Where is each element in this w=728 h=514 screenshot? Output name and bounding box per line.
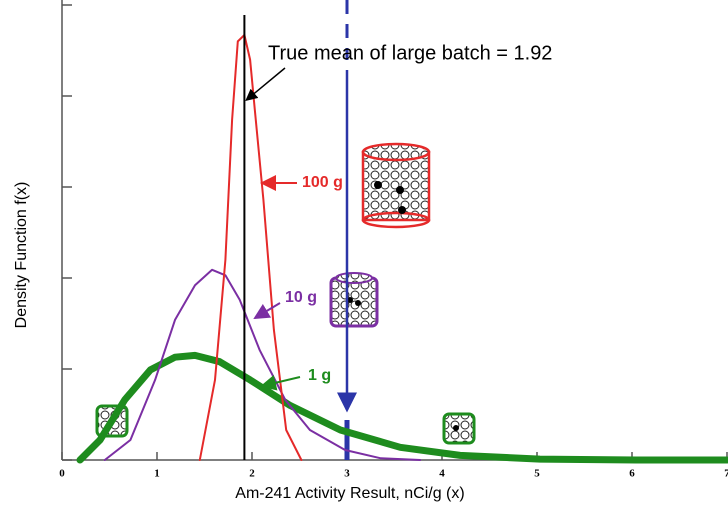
icon-100g <box>361 142 431 229</box>
x-axis-label: Am-241 Activity Result, nCi/g (x) <box>235 485 464 502</box>
y-axis-label: Density Function f(x) <box>13 182 30 329</box>
x-tick-label: 7 <box>724 468 728 480</box>
x-tick-label: 5 <box>534 468 540 480</box>
x-tick-label: 3 <box>344 468 350 480</box>
icon-10g <box>329 272 379 328</box>
series-pointer <box>253 302 281 320</box>
series-label: 100 g <box>302 174 343 191</box>
series-label: 1 g <box>308 367 331 384</box>
icon-1g-b <box>442 412 476 445</box>
mean-label: True mean of large batch = 1.92 <box>268 42 552 64</box>
x-tick-label: 1 <box>154 468 160 480</box>
series-line <box>103 268 422 461</box>
series-label: 10 g <box>285 289 317 306</box>
x-tick-label: 0 <box>59 468 65 480</box>
mean-pointer <box>245 67 286 101</box>
series-pointer <box>260 374 301 391</box>
x-tick-label: 4 <box>439 468 445 480</box>
series-line <box>198 34 303 461</box>
x-tick-label: 6 <box>629 468 635 480</box>
series-line <box>76 351 728 464</box>
x-tick-label: 2 <box>249 468 255 480</box>
